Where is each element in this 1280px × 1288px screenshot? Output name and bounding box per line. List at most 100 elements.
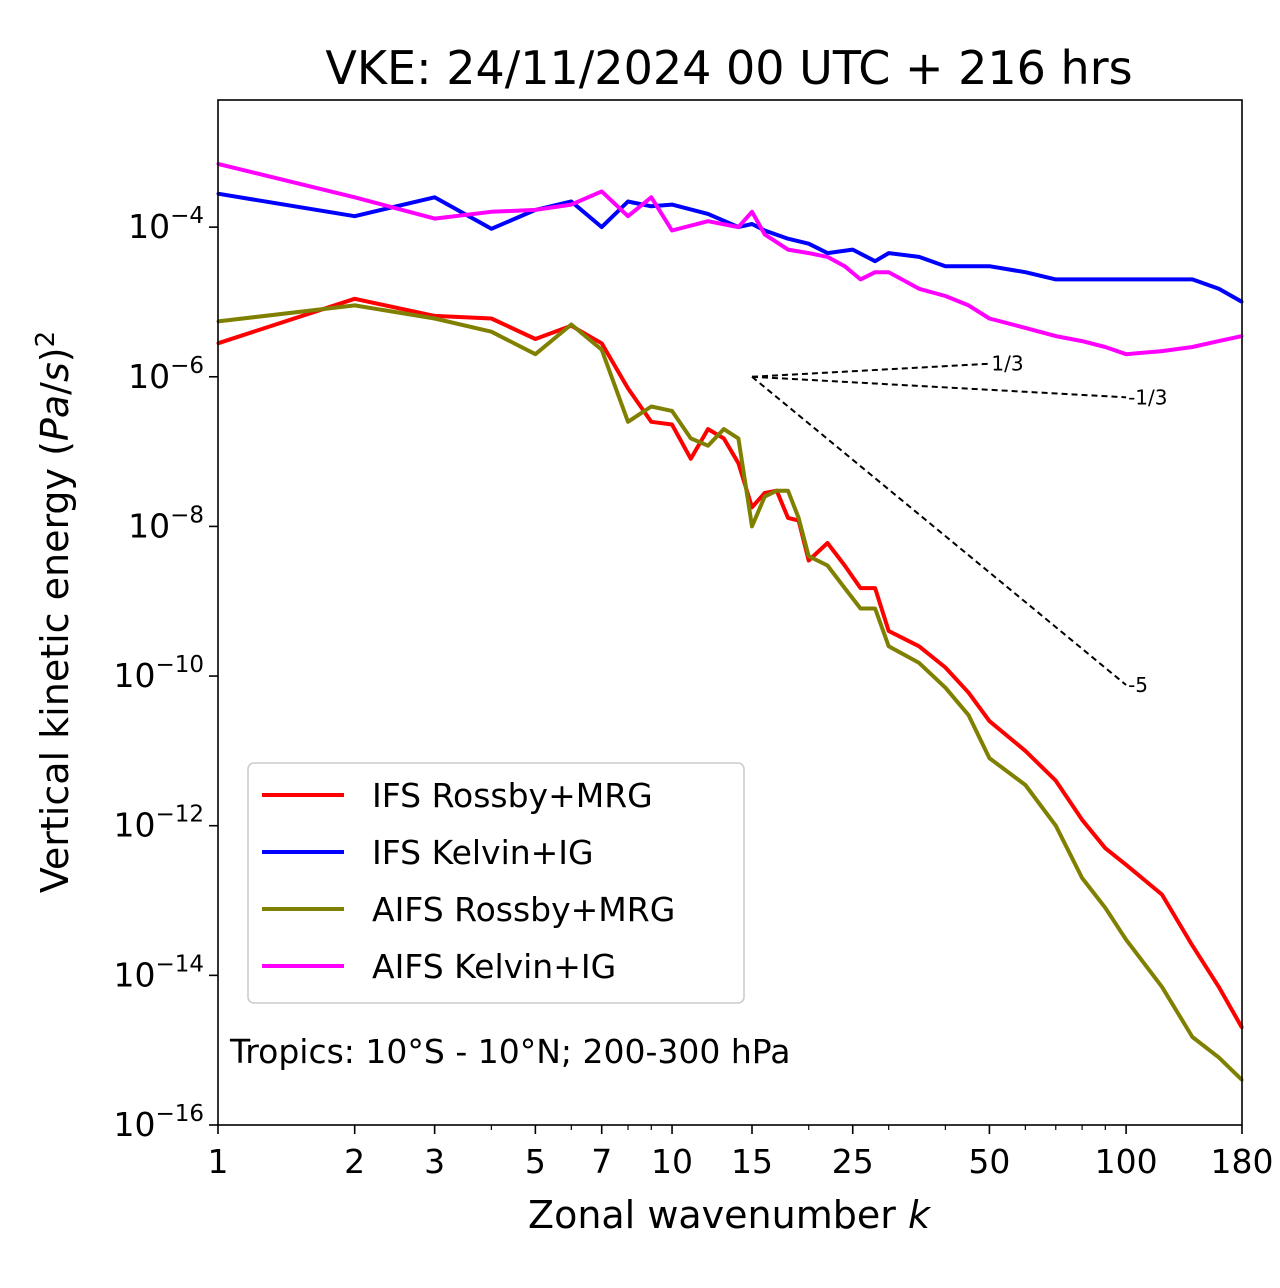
data-point-ifs-rossby-mrg xyxy=(533,337,537,341)
x-axis-label: Zonal wavenumber k xyxy=(528,1193,932,1237)
data-point-ifs-rossby-mrg xyxy=(353,297,357,301)
data-point-aifs-kelvin-ig xyxy=(1103,345,1107,349)
data-point-ifs-kelvin-ig xyxy=(649,204,653,208)
data-point-aifs-rossby-mrg xyxy=(1124,938,1128,942)
y-axis-label: Vertical kinetic energy (Pa/s)2 xyxy=(31,331,77,893)
y-tick-label: 10−4 xyxy=(128,203,204,246)
data-point-ifs-kelvin-ig xyxy=(887,251,891,255)
data-point-ifs-kelvin-ig xyxy=(1080,277,1084,281)
data-point-ifs-kelvin-ig xyxy=(489,227,493,231)
data-point-aifs-kelvin-ig xyxy=(807,251,811,255)
series-line-aifs-kelvin-ig xyxy=(217,161,1243,357)
reference-slopes: 1/3 -1/3 -5 xyxy=(751,352,1168,697)
data-point-aifs-kelvin-ig xyxy=(1023,326,1027,330)
data-point-ifs-rossby-mrg xyxy=(873,586,877,590)
data-point-aifs-kelvin-ig xyxy=(786,248,790,252)
data-point-ifs-rossby-mrg xyxy=(626,386,630,390)
data-point-aifs-kelvin-ig xyxy=(736,225,740,229)
y-tick-label: 10−6 xyxy=(128,353,204,396)
legend-label: AIFS Kelvin+IG xyxy=(372,947,616,986)
data-point-ifs-kelvin-ig xyxy=(353,214,357,218)
data-point-aifs-rossby-mrg xyxy=(843,586,847,590)
data-point-ifs-kelvin-ig xyxy=(1217,287,1221,291)
x-tick-label: 25 xyxy=(832,1142,874,1181)
data-point-aifs-kelvin-ig xyxy=(489,210,493,214)
data-point-ifs-kelvin-ig xyxy=(706,212,710,216)
data-point-aifs-rossby-mrg xyxy=(1217,1055,1221,1059)
data-point-aifs-rossby-mrg xyxy=(873,607,877,610)
data-point-aifs-kelvin-ig xyxy=(859,277,862,281)
data-point-ifs-kelvin-ig xyxy=(786,237,790,241)
data-point-aifs-kelvin-ig xyxy=(433,217,437,221)
data-point-ifs-rossby-mrg xyxy=(689,457,693,461)
x-tick-label: 5 xyxy=(525,1142,546,1181)
data-point-ifs-rossby-mrg xyxy=(826,541,829,545)
data-point-aifs-kelvin-ig xyxy=(1054,334,1058,338)
data-point-ifs-rossby-mrg xyxy=(1103,846,1107,850)
data-point-aifs-kelvin-ig xyxy=(706,219,710,223)
data-point-aifs-kelvin-ig xyxy=(943,294,947,298)
data-point-ifs-kelvin-ig xyxy=(851,248,855,252)
legend-label: IFS Rossby+MRG xyxy=(372,776,653,815)
data-point-ifs-rossby-mrg xyxy=(1190,944,1194,948)
y-tick-label: 10−16 xyxy=(113,1101,204,1144)
data-point-aifs-kelvin-ig xyxy=(763,232,767,236)
data-point-ifs-kelvin-ig xyxy=(917,255,921,259)
data-point-aifs-kelvin-ig xyxy=(987,317,991,320)
data-point-ifs-kelvin-ig xyxy=(943,264,947,268)
data-point-aifs-rossby-mrg xyxy=(826,564,829,567)
data-point-aifs-kelvin-ig xyxy=(967,303,971,307)
data-point-aifs-rossby-mrg xyxy=(1054,824,1058,828)
data-point-aifs-kelvin-ig xyxy=(1217,339,1221,343)
x-tick-label: 15 xyxy=(731,1142,773,1181)
data-point-ifs-rossby-mrg xyxy=(1080,818,1084,822)
data-point-aifs-rossby-mrg xyxy=(987,756,991,760)
data-point-ifs-rossby-mrg xyxy=(489,317,493,320)
data-point-aifs-kelvin-ig xyxy=(750,210,754,214)
data-point-aifs-kelvin-ig xyxy=(600,189,604,193)
data-point-aifs-rossby-mrg xyxy=(353,303,357,307)
legend-label: AIFS Rossby+MRG xyxy=(372,890,675,929)
series-layer xyxy=(216,161,1244,1082)
slope-label: -5 xyxy=(1128,673,1148,697)
data-point-ifs-kelvin-ig xyxy=(626,200,630,203)
data-point-ifs-kelvin-ig xyxy=(1160,277,1164,281)
y-tick-label: 10−8 xyxy=(128,502,204,545)
data-point-ifs-kelvin-ig xyxy=(1190,277,1194,281)
data-point-ifs-kelvin-ig xyxy=(600,225,604,229)
data-point-ifs-kelvin-ig xyxy=(1103,277,1107,281)
data-point-ifs-rossby-mrg xyxy=(967,691,971,695)
data-point-aifs-rossby-mrg xyxy=(569,323,573,326)
data-point-aifs-kelvin-ig xyxy=(826,255,829,259)
data-point-aifs-rossby-mrg xyxy=(689,436,693,440)
slope-line-1-3 xyxy=(751,362,990,378)
chart-title: VKE: 24/11/2024 00 UTC + 216 hrs xyxy=(325,41,1132,95)
data-point-aifs-kelvin-ig xyxy=(1080,339,1084,343)
legend-box xyxy=(247,762,745,1004)
data-point-aifs-kelvin-ig xyxy=(1160,349,1164,353)
x-tick-label: 7 xyxy=(591,1142,612,1181)
x-tick-label: 100 xyxy=(1095,1142,1158,1181)
region-annotation: Tropics: 10°S - 10°N; 200-300 hPa xyxy=(229,1032,790,1071)
data-point-aifs-rossby-mrg xyxy=(750,524,754,528)
series-line-ifs-kelvin-ig xyxy=(217,191,1243,304)
data-point-ifs-rossby-mrg xyxy=(763,491,767,495)
data-point-aifs-rossby-mrg xyxy=(775,489,779,493)
legend: IFS Rossby+MRG IFS Kelvin+IG AIFS Rossby+M… xyxy=(247,762,745,1004)
data-point-aifs-kelvin-ig xyxy=(917,287,921,291)
data-point-ifs-rossby-mrg xyxy=(943,666,947,669)
data-point-ifs-rossby-mrg xyxy=(786,516,790,520)
data-point-ifs-rossby-mrg xyxy=(1217,985,1221,989)
data-point-ifs-rossby-mrg xyxy=(807,559,811,562)
data-point-ifs-rossby-mrg xyxy=(859,586,862,590)
data-point-aifs-rossby-mrg xyxy=(859,607,862,610)
data-point-ifs-rossby-mrg xyxy=(670,423,674,426)
data-point-ifs-rossby-mrg xyxy=(736,461,740,465)
data-point-ifs-rossby-mrg xyxy=(843,564,847,567)
data-point-ifs-kelvin-ig xyxy=(433,195,437,199)
data-point-aifs-kelvin-ig xyxy=(873,270,877,274)
data-point-aifs-rossby-mrg xyxy=(706,444,710,448)
data-point-aifs-kelvin-ig xyxy=(626,214,630,218)
data-point-aifs-rossby-mrg xyxy=(1023,783,1027,787)
